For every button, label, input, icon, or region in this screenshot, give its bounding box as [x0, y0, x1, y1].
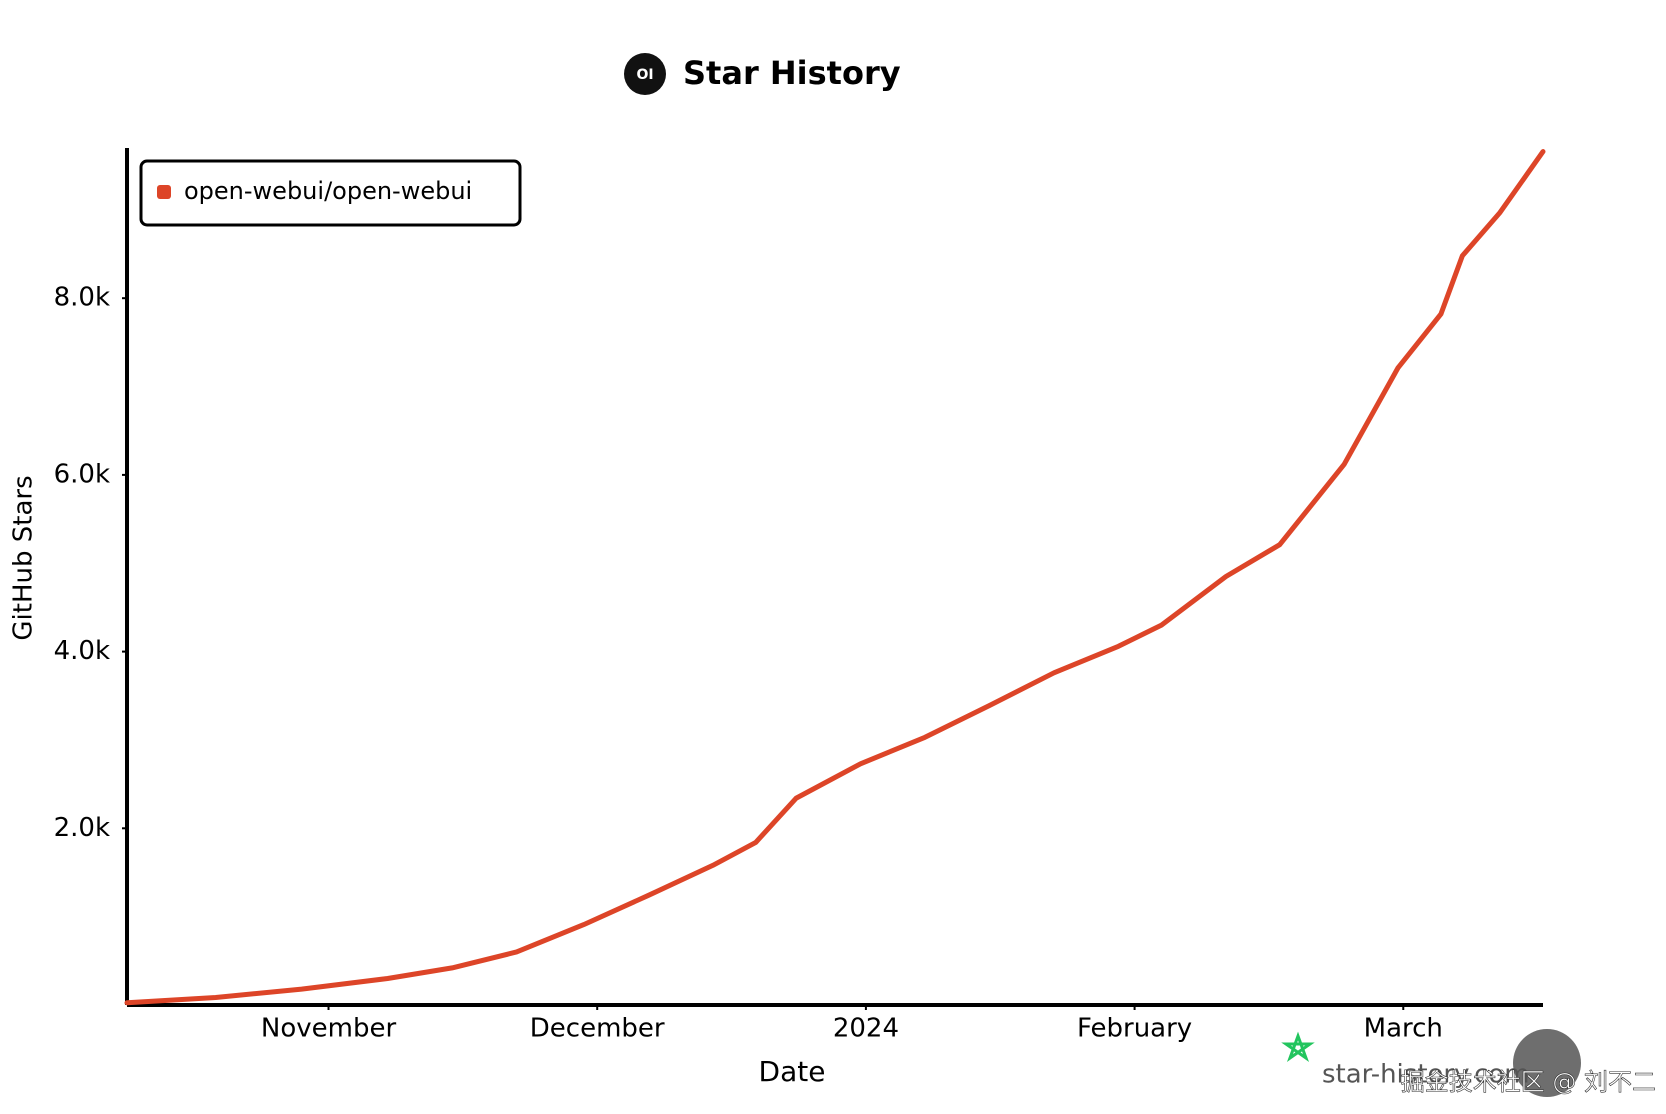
x-tick-label: 2024 — [833, 1014, 899, 1044]
legend-swatch — [157, 185, 171, 199]
x-tick-label: March — [1364, 1014, 1443, 1044]
y-axis-label: GitHub Stars — [9, 475, 39, 640]
overlay-text: 掘金技术社区 @ 刘不二 — [1401, 1068, 1656, 1096]
data-line — [124, 149, 1546, 1006]
logo-text: OI — [636, 67, 653, 83]
legend: open-webui/open-webui — [139, 159, 522, 227]
chart-title: Star History — [683, 54, 901, 92]
x-tick-label: February — [1077, 1014, 1192, 1044]
x-tick-label: November — [261, 1014, 397, 1044]
watermark-icon — [1281, 1031, 1315, 1062]
x-tick-label: December — [530, 1014, 665, 1044]
watermark-text: star-history.com — [1322, 1060, 1530, 1090]
logo — [624, 53, 666, 95]
x-axis-label: Date — [759, 1055, 826, 1088]
y-tick-label: 6.0k — [54, 459, 110, 489]
watermark: star-history.com — [1281, 1031, 1530, 1090]
y-tick-label: 8.0k — [54, 283, 110, 313]
legend-label: open-webui/open-webui — [184, 177, 472, 205]
edit-button[interactable] — [1513, 1029, 1581, 1097]
y-tick-label: 2.0k — [54, 813, 110, 843]
y-tick-label: 4.0k — [54, 636, 110, 666]
legend-box — [139, 159, 522, 227]
